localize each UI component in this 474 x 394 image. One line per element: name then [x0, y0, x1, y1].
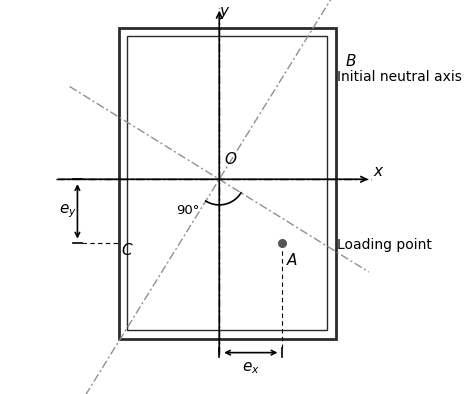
Text: $O$: $O$ [224, 151, 238, 167]
Bar [119, 28, 336, 339]
Text: Initial neutral axis: Initial neutral axis [337, 70, 462, 84]
Bar [128, 36, 327, 330]
Text: 90°: 90° [176, 204, 200, 217]
Text: $x$: $x$ [373, 164, 384, 179]
Text: $e_x$: $e_x$ [242, 361, 260, 376]
Text: $A$: $A$ [286, 252, 299, 268]
Text: $y$: $y$ [219, 5, 231, 21]
Text: $B$: $B$ [346, 53, 357, 69]
Text: $C$: $C$ [121, 242, 133, 258]
Text: Loading point: Loading point [337, 238, 432, 252]
Text: $e_y$: $e_y$ [59, 202, 77, 219]
